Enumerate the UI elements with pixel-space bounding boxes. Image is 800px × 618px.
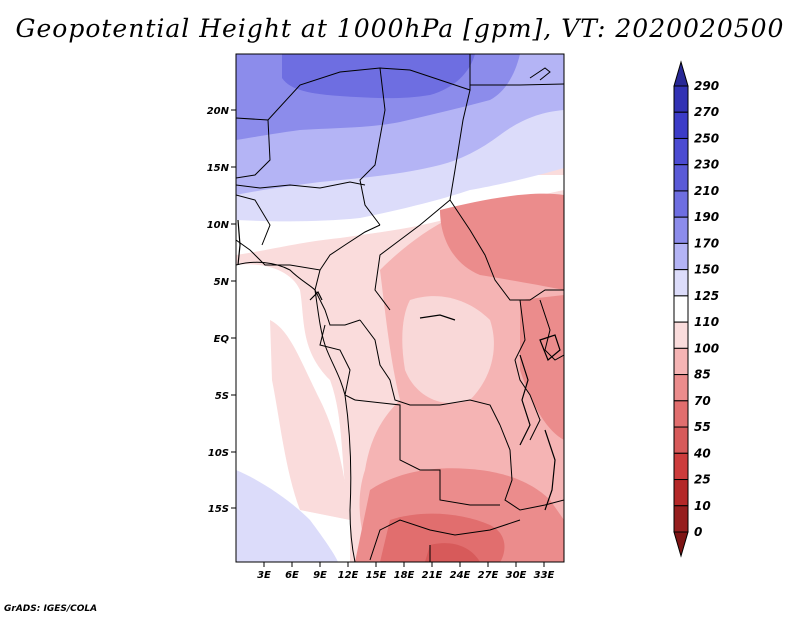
colorbar-swatch bbox=[673, 137, 689, 166]
colorbar-label: 150 bbox=[694, 263, 719, 277]
lat-label: 10N bbox=[207, 220, 230, 231]
lon-label: 6E bbox=[285, 570, 299, 581]
colorbar-arrow-bottom bbox=[673, 531, 689, 558]
colorbar-swatch bbox=[673, 400, 689, 428]
coastline-northeast bbox=[529, 67, 551, 81]
lon-label: 15E bbox=[366, 570, 387, 581]
country-borders bbox=[236, 54, 564, 562]
colorbar-swatch bbox=[673, 164, 689, 192]
colorbar-swatch bbox=[673, 321, 689, 349]
lon-label: 21E bbox=[422, 570, 443, 581]
colorbar-swatch bbox=[673, 190, 689, 218]
field-blue-southwest bbox=[236, 470, 338, 562]
field-pink-70-north bbox=[440, 193, 564, 290]
lon-label: 12E bbox=[338, 570, 359, 581]
lon-axis: 3E 6E 9E 12E 15E 18E 21E 24E 27E 30E 33E bbox=[257, 562, 555, 581]
colorbar-arrow-top bbox=[673, 60, 689, 87]
lon-label: 30E bbox=[506, 570, 527, 581]
field-blue-190 bbox=[282, 54, 475, 99]
colorbar-label: 190 bbox=[694, 210, 719, 224]
lat-label: EQ bbox=[214, 334, 230, 345]
colorbar-swatch bbox=[673, 505, 689, 533]
lat-label: 5S bbox=[215, 391, 229, 402]
lon-label: 24E bbox=[450, 570, 471, 581]
colorbar-swatch bbox=[673, 347, 689, 376]
field-pale-patch bbox=[402, 296, 494, 404]
colorbar-swatch bbox=[673, 452, 689, 481]
colorbar-label: 250 bbox=[694, 131, 719, 145]
footer-credit: GrADS: IGES/COLA bbox=[4, 604, 98, 614]
height-field bbox=[236, 54, 564, 562]
colorbar-label: 0 bbox=[694, 525, 702, 539]
lat-label: 15N bbox=[207, 163, 230, 174]
lon-label: 33E bbox=[534, 570, 555, 581]
colorbar-label: 85 bbox=[694, 368, 711, 382]
colorbar-label: 25 bbox=[694, 473, 711, 487]
colorbar-label: 290 bbox=[694, 79, 719, 93]
colorbar-label: 230 bbox=[694, 158, 719, 172]
colorbar-label: 10 bbox=[694, 499, 711, 513]
colorbar-swatch bbox=[673, 85, 689, 113]
lon-label: 18E bbox=[394, 570, 415, 581]
lat-label: 5N bbox=[214, 277, 230, 288]
colorbar-label: 40 bbox=[693, 446, 711, 460]
chart-title: Geopotential Height at 1000hPa [gpm], VT… bbox=[15, 14, 785, 43]
lon-label: 9E bbox=[313, 570, 327, 581]
colorbar: 2902702502302101901701501251101008570554… bbox=[673, 60, 719, 558]
colorbar-label: 125 bbox=[694, 289, 719, 303]
map-frame bbox=[235, 53, 565, 563]
lakes bbox=[237, 219, 561, 511]
colorbar-label: 270 bbox=[694, 105, 719, 119]
colorbar-swatch bbox=[673, 269, 689, 297]
lon-label: 3E bbox=[257, 570, 271, 581]
lat-label: 20N bbox=[207, 106, 230, 117]
colorbar-label: 210 bbox=[694, 184, 719, 198]
colorbar-swatch bbox=[673, 242, 689, 271]
field-pink-70-east bbox=[520, 295, 564, 440]
lat-label: 10S bbox=[208, 448, 229, 459]
colorbar-swatch bbox=[673, 426, 689, 454]
colorbar-swatch bbox=[673, 479, 689, 507]
field-pink-40 bbox=[425, 543, 480, 562]
colorbar-swatch bbox=[673, 216, 689, 244]
field-pink-coast bbox=[270, 320, 350, 520]
colorbar-label: 170 bbox=[694, 236, 719, 250]
colorbar-label: 110 bbox=[694, 315, 719, 329]
colorbar-swatch bbox=[673, 374, 689, 402]
colorbar-label: 100 bbox=[694, 341, 719, 355]
colorbar-label: 55 bbox=[694, 420, 711, 434]
field-pink-55 bbox=[380, 513, 505, 562]
lon-label: 27E bbox=[478, 570, 499, 581]
colorbar-swatch bbox=[673, 295, 689, 323]
colorbar-label: 70 bbox=[694, 394, 711, 408]
colorbar-swatch bbox=[673, 111, 689, 139]
lat-axis: 20N 15N 10N 5N EQ 5S 10S 15S bbox=[207, 106, 236, 515]
lat-label: 15S bbox=[208, 504, 229, 515]
coastline bbox=[236, 261, 356, 562]
